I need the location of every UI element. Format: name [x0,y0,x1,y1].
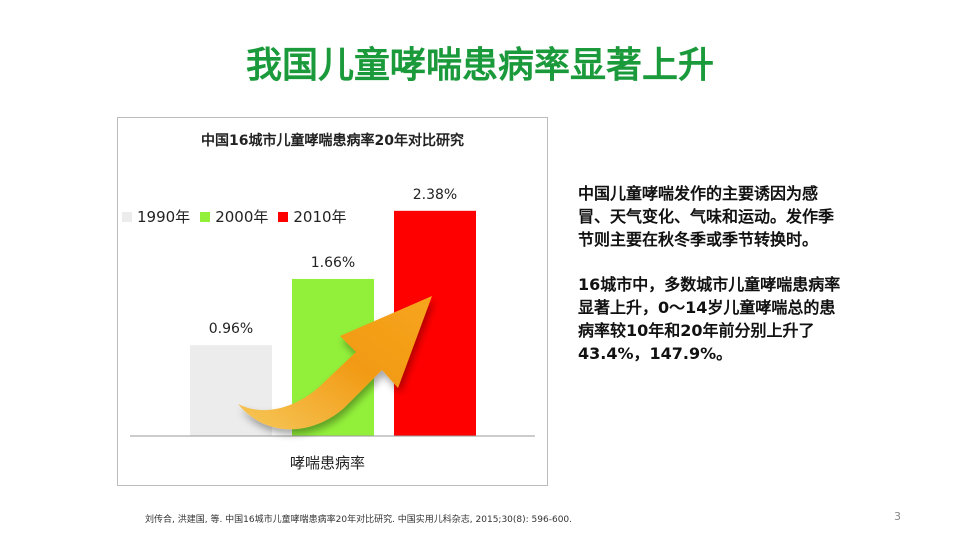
citation: 刘传合, 洪建国, 等. 中国16城市儿童哮喘患病率20年对比研究. 中国实用儿… [145,515,573,525]
legend-swatch-2010 [278,211,289,222]
bar-1990年 [190,345,272,436]
legend-item-1990: 1990年 [122,206,190,227]
page-number: 3 [894,510,901,523]
legend-label-2010: 2010年 [293,208,347,226]
legend-item-2010: 2010年 [278,206,347,227]
slide-title: 我国儿童哮喘患病率显著上升 [245,45,714,86]
bar-value-label-2000年: 1.66% [311,255,355,271]
legend-swatch-2000 [200,211,211,222]
chart-legend: 1990年 2000年 2010年 [122,206,347,227]
legend-label-1990: 1990年 [137,208,191,226]
growth-arrow-icon [238,296,432,430]
bar-value-label-1990年: 0.96% [209,321,253,337]
side-paragraph-causes: 中国儿童哮喘发作的主要诱因为感冒、天气变化、气味和运动。发作季节则主要在秋冬季或… [578,184,835,249]
bars-layer: 0.96% 1.66% 2.38% [190,187,476,436]
bar-value-label-2010年: 2.38% [413,187,457,203]
side-paragraph-trend: 16城市中，多数城市儿童哮喘患病率显著上升，0～14岁儿童哮喘总的患病率较10年… [578,275,841,363]
chart-title: 中国16城市儿童哮喘患病率20年对比研究 [201,133,464,149]
side-text-block: 中国儿童哮喘发作的主要诱因为感冒、天气变化、气味和运动。发作季节则主要在秋冬季或… [578,182,848,387]
legend-label-2000: 2000年 [215,208,269,226]
legend-item-2000: 2000年 [200,206,268,227]
legend-swatch-1990 [122,211,132,222]
x-axis-label: 哮喘患病率 [290,454,366,472]
